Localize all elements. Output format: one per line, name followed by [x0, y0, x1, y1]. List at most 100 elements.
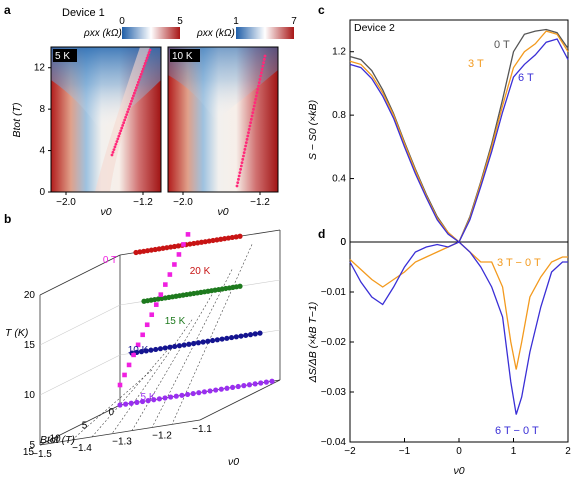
boundary-dot — [112, 148, 116, 152]
b-data-point — [162, 345, 168, 351]
boundary-dot — [146, 53, 150, 57]
b-ztick-label: 5 — [29, 440, 35, 451]
d-xtick-label: −2 — [344, 446, 356, 457]
boundary-dot — [114, 142, 118, 146]
boundary-dot — [257, 84, 260, 88]
boundary-dot — [133, 88, 137, 92]
c-ytick-label: 1.2 — [332, 47, 346, 58]
cbar1-min: 0 — [119, 16, 125, 27]
b-data-point-0T — [144, 322, 150, 328]
boundary-dot — [121, 123, 125, 127]
panel-b-letter: b — [4, 212, 11, 226]
panel-d-frame — [349, 241, 569, 443]
b-data-point — [219, 336, 225, 342]
panel-b-scatter — [71, 232, 275, 441]
panel-b-nulabel: ν0 — [228, 456, 239, 468]
b-data-point — [228, 334, 235, 341]
boundary-dot — [247, 127, 251, 131]
b-data-point — [229, 234, 235, 241]
panel-c-frame — [349, 19, 569, 243]
boundary-dot — [257, 81, 261, 85]
cbar1-label: ρxx (kΩ) — [83, 28, 122, 39]
d-series-6T−0T — [349, 241, 568, 415]
heatmap2-temp: 10 K — [172, 51, 193, 62]
boundary-dot — [111, 150, 115, 154]
b-data-point — [196, 390, 202, 396]
boundary-dot — [241, 157, 245, 161]
boundary-dot — [236, 181, 240, 185]
b-data-point — [144, 248, 151, 254]
b-box-edge — [39, 419, 201, 446]
b-data-point — [195, 240, 201, 246]
boundary-dot — [129, 102, 132, 106]
b-data-point — [206, 238, 212, 244]
boundary-dot — [254, 97, 258, 101]
b-data-point-0T — [158, 292, 164, 297]
b-data-point — [128, 400, 134, 406]
a-xtick-label: −2.0 — [173, 197, 193, 208]
b-data-point — [134, 399, 140, 405]
d-ytick-label: −0.01 — [321, 287, 347, 298]
b-curve-label: 10 K — [128, 345, 149, 356]
c-series-6T — [349, 38, 569, 243]
b-data-point — [218, 236, 224, 242]
panel-c-device: Device 2 — [354, 22, 395, 34]
boundary-dot — [130, 99, 133, 103]
b-box-edge — [39, 404, 121, 446]
b-ztick-label: 15 — [24, 340, 36, 351]
b-data-point — [233, 234, 239, 240]
d-ytick-label: 0 — [340, 237, 346, 248]
panel-a-letter: a — [4, 3, 11, 17]
boundary-dot — [135, 83, 139, 87]
b-projection-line — [151, 269, 233, 428]
b-data-point — [229, 384, 236, 391]
boundary-dot — [238, 171, 242, 175]
panel-c-curves — [349, 28, 569, 244]
b-data-point — [224, 335, 230, 341]
boundary-dot — [128, 105, 131, 108]
panel-d-xlabel: ν0 — [453, 465, 464, 477]
boundary-dot — [262, 57, 266, 61]
boundary-dot — [142, 64, 146, 68]
b-data-point — [148, 347, 154, 353]
cbar2-label: ρxx (kΩ) — [196, 28, 235, 39]
boundary-dot — [243, 147, 247, 151]
panel-a-xticks: −2.0 −1.2 −2.0 −1.2 — [56, 192, 270, 208]
c-series-3T — [349, 30, 569, 244]
panel-a-xlabel-2: ν0 — [217, 206, 228, 218]
panel-d-letter: d — [318, 227, 325, 241]
b-data-point — [172, 343, 178, 350]
b-data-point — [151, 397, 157, 403]
b-data-point — [235, 383, 241, 390]
boundary-dot — [147, 51, 151, 55]
b-data-point — [247, 332, 254, 338]
panel-c-ylabel: S − S0 (×kB) — [307, 100, 319, 160]
panel-b-curve-labels: 0 T 20 K 15 K 10 K 5 K — [103, 255, 211, 403]
b-data-point-0T — [149, 312, 155, 318]
b-data-point-0T — [153, 302, 159, 307]
b-btick-label: 15 — [23, 447, 35, 458]
b-data-point — [200, 339, 206, 345]
b-data-point — [214, 237, 220, 243]
b-btick-label: 0 — [108, 407, 114, 418]
b-data-point — [238, 333, 244, 339]
b-data-point — [138, 349, 145, 355]
boundary-dot — [262, 61, 265, 65]
a-ytick-label: 4 — [39, 146, 45, 157]
boundary-dot — [237, 177, 240, 181]
a-ytick-label: 0 — [39, 187, 45, 198]
b-data-point — [269, 378, 275, 384]
b-data-point — [173, 393, 179, 399]
b-curve-label: 20 K — [190, 266, 211, 277]
b-nutick-label: −1.1 — [192, 424, 212, 435]
heatmap1-temp-box — [53, 49, 77, 62]
panel-c-label-3T: 3 T — [468, 58, 484, 70]
b-btick-label: 5 — [82, 420, 88, 431]
panel-b-zlabel: T (K) — [5, 327, 28, 339]
b-data-point — [153, 346, 159, 353]
b-data-point — [123, 401, 129, 407]
b-data-point — [141, 248, 147, 254]
boundary-dot — [252, 104, 256, 108]
boundary-dot — [252, 107, 255, 111]
c-series-0T — [349, 28, 569, 244]
